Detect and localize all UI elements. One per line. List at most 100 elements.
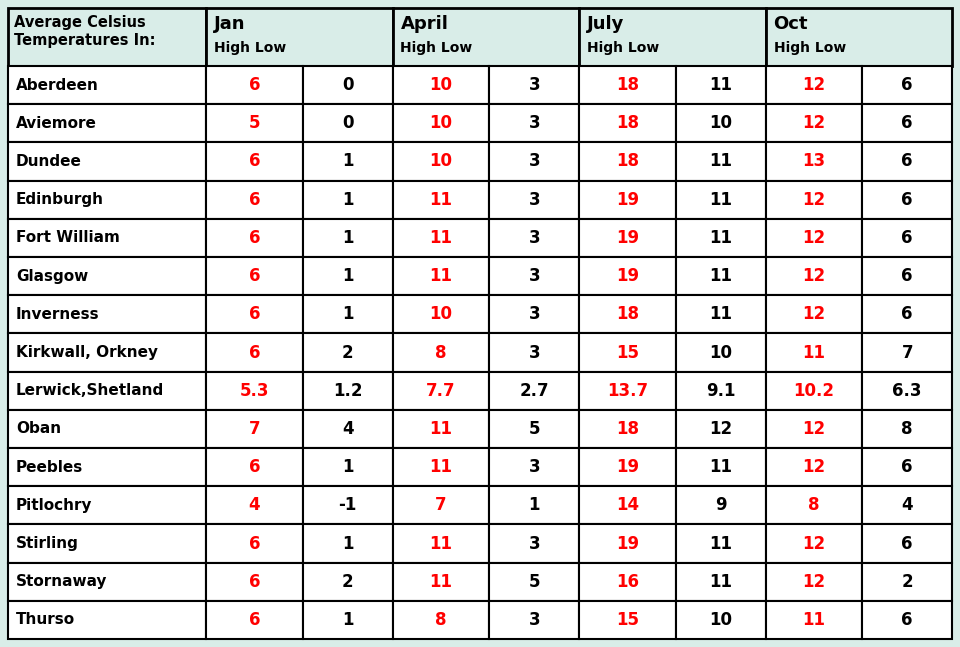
Bar [862,219,952,257]
Bar [579,257,676,295]
Text: 7: 7 [435,496,446,514]
Text: 12: 12 [803,534,826,553]
Bar [206,448,303,486]
Bar [862,410,952,448]
Bar [393,563,490,601]
Text: 12: 12 [803,115,826,132]
Text: 6: 6 [901,76,913,94]
Text: Edinburgh: Edinburgh [16,192,104,207]
Text: April: April [400,15,448,33]
Bar [490,104,579,142]
Bar [303,410,393,448]
Text: High Low: High Low [400,41,472,55]
Text: 6: 6 [249,305,260,324]
Text: 3: 3 [528,115,540,132]
Text: 1: 1 [529,496,540,514]
Text: High Low: High Low [587,41,660,55]
Bar [862,448,952,486]
Bar [862,486,952,525]
Text: Thurso: Thurso [16,613,75,628]
Bar [303,66,393,104]
Bar [579,601,676,639]
Bar [579,563,676,601]
Text: 18: 18 [616,420,639,438]
Bar [393,448,490,486]
Bar [765,486,862,525]
Bar [393,104,490,142]
Bar [490,410,579,448]
Text: 11: 11 [429,573,452,591]
Bar [862,295,952,333]
Text: 11: 11 [429,420,452,438]
Text: 9.1: 9.1 [706,382,735,400]
Bar [490,601,579,639]
Text: 10: 10 [709,115,732,132]
Text: 12: 12 [803,191,826,209]
Text: 11: 11 [709,458,732,476]
Text: 11: 11 [709,76,732,94]
Bar [676,525,765,563]
Text: 3: 3 [528,229,540,247]
Bar [490,142,579,181]
Text: 5: 5 [249,115,260,132]
Text: 12: 12 [803,573,826,591]
Text: -1: -1 [339,496,357,514]
Text: 7: 7 [901,344,913,362]
Text: 5: 5 [529,573,540,591]
Text: 1: 1 [342,267,353,285]
Bar [765,142,862,181]
Bar [303,333,393,371]
Bar [676,257,765,295]
Bar [206,563,303,601]
Bar [490,371,579,410]
Bar [676,333,765,371]
Bar [8,486,206,525]
Bar [303,142,393,181]
Bar [676,563,765,601]
Bar [765,104,862,142]
Bar [490,219,579,257]
Bar [676,66,765,104]
Bar [303,525,393,563]
Text: 7.7: 7.7 [426,382,456,400]
Bar [303,563,393,601]
Text: 12: 12 [803,267,826,285]
Text: Glasgow: Glasgow [16,269,88,283]
Bar [393,333,490,371]
Bar [206,486,303,525]
Bar [862,181,952,219]
Bar [490,181,579,219]
Text: 11: 11 [429,267,452,285]
Bar [8,295,206,333]
Text: 6: 6 [901,153,913,171]
Bar [206,371,303,410]
Bar [490,525,579,563]
Text: 18: 18 [616,153,639,171]
Bar [490,448,579,486]
Text: 1: 1 [342,611,353,629]
Text: 11: 11 [709,267,732,285]
Text: 13.7: 13.7 [607,382,648,400]
Bar [206,257,303,295]
Bar [676,219,765,257]
Bar [579,525,676,563]
Bar [8,371,206,410]
Text: 19: 19 [616,534,639,553]
Text: 10: 10 [429,76,452,94]
Text: 8: 8 [901,420,913,438]
Bar [579,333,676,371]
Bar [393,486,490,525]
Text: 4: 4 [249,496,260,514]
Text: 18: 18 [616,76,639,94]
Text: 6: 6 [249,611,260,629]
Text: 3: 3 [528,458,540,476]
Bar [393,601,490,639]
Text: 12: 12 [803,229,826,247]
Text: 6: 6 [901,115,913,132]
Text: 3: 3 [528,267,540,285]
Text: Oct: Oct [774,15,808,33]
Text: 3: 3 [528,344,540,362]
Bar [393,142,490,181]
Text: 2: 2 [342,573,353,591]
Bar [579,181,676,219]
